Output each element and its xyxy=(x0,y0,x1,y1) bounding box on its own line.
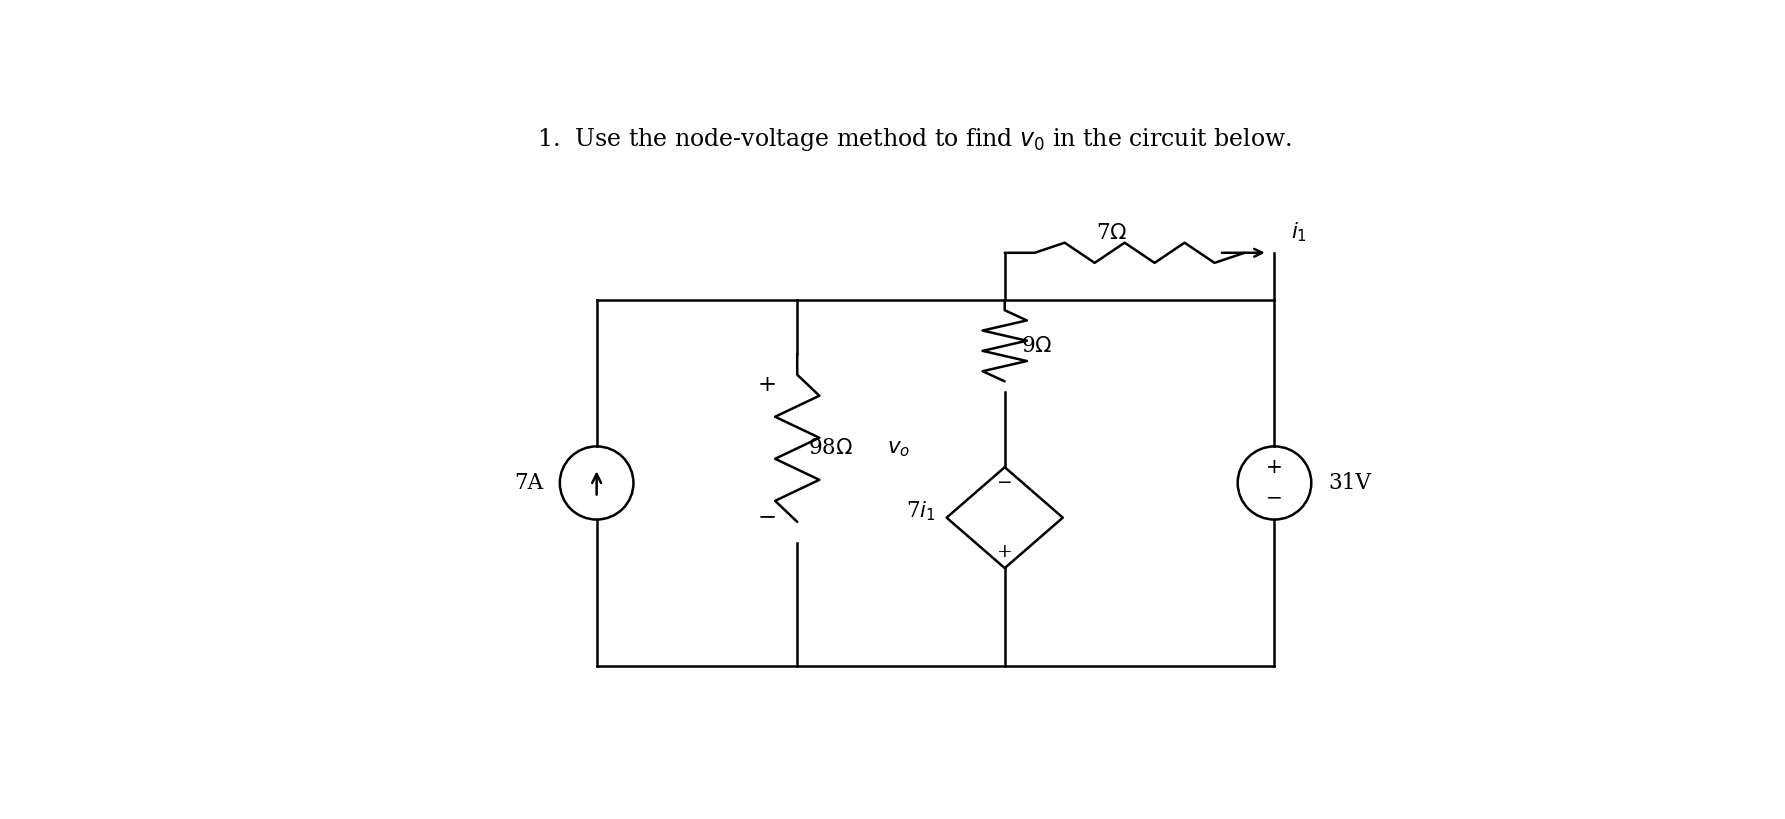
Text: +: + xyxy=(757,374,776,396)
Text: +: + xyxy=(1266,458,1283,477)
Text: $i_1$: $i_1$ xyxy=(1291,221,1307,244)
Text: −: − xyxy=(757,507,776,528)
Text: 7A: 7A xyxy=(514,472,543,494)
Text: 31V: 31V xyxy=(1328,472,1371,494)
Text: +: + xyxy=(996,543,1012,561)
Text: −: − xyxy=(996,474,1012,492)
Text: 98$\Omega$: 98$\Omega$ xyxy=(809,437,853,459)
Text: −: − xyxy=(1266,489,1283,508)
Text: 7$\Omega$: 7$\Omega$ xyxy=(1096,222,1128,243)
Text: 7$i_1$: 7$i_1$ xyxy=(905,500,935,523)
Text: 9$\Omega$: 9$\Omega$ xyxy=(1021,335,1053,357)
Text: 1.  Use the node-voltage method to find $v_0$ in the circuit below.: 1. Use the node-voltage method to find $… xyxy=(537,126,1292,153)
Text: $v_o$: $v_o$ xyxy=(887,437,910,459)
